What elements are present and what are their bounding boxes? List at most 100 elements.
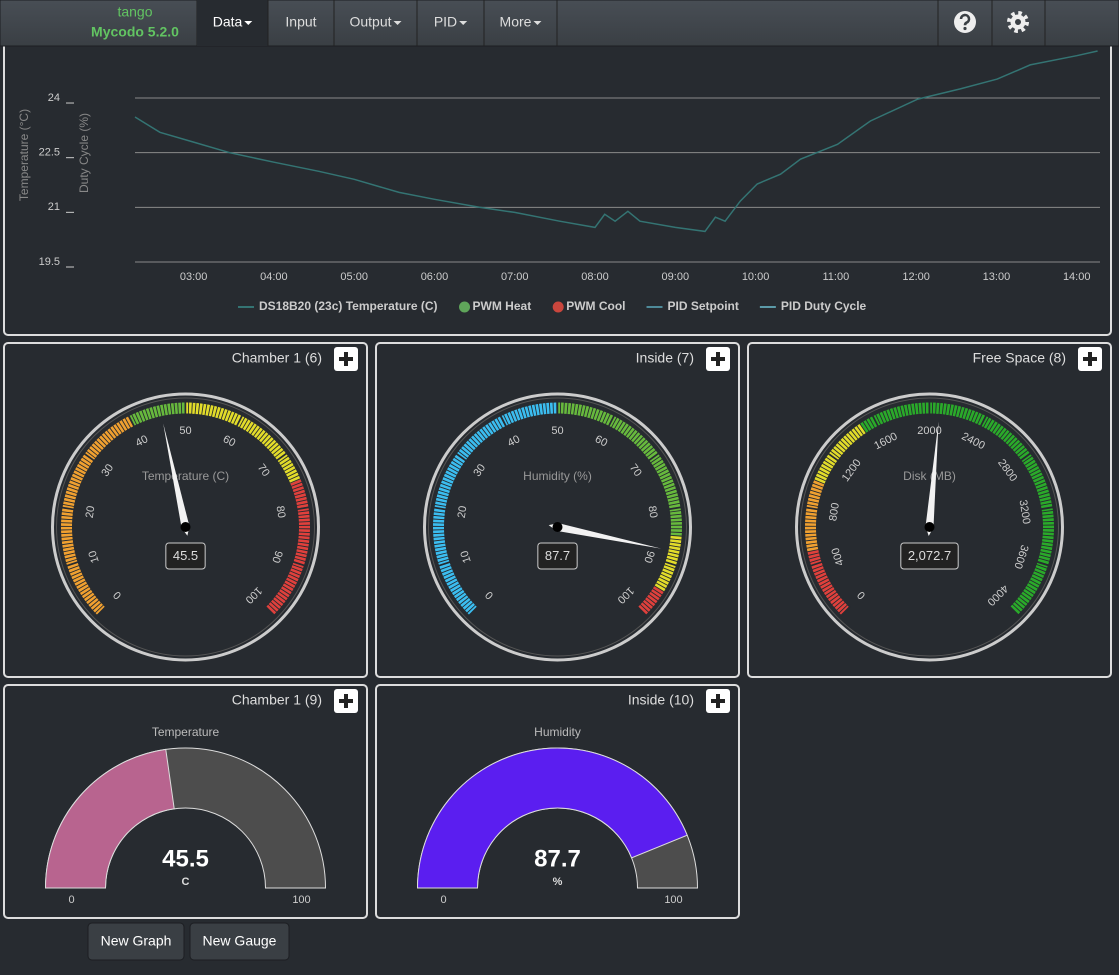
- nav-item[interactable]: More: [500, 0, 558, 46]
- gauge-tick-label: 10: [87, 549, 102, 564]
- x-tick-label: 09:00: [662, 271, 690, 283]
- gauge-title: Chamber 1 (9): [232, 692, 322, 708]
- gauge-tick: [1040, 506, 1055, 511]
- gauge-tick-label: 70: [627, 462, 644, 479]
- gauge-title: Chamber 1 (6): [232, 350, 322, 366]
- legend-item[interactable]: PWM Cool: [552, 299, 626, 313]
- caret: [459, 21, 468, 25]
- gauge-tick: [607, 414, 616, 428]
- gauge-tick-label: 80: [646, 505, 660, 519]
- button-bg: [87, 922, 185, 961]
- button-label: New Graph: [101, 933, 172, 949]
- gauge-value: 45.5: [162, 845, 209, 872]
- gauge-tick: [804, 506, 819, 511]
- gauge-tick: [647, 452, 660, 462]
- gauge-tick: [809, 560, 824, 567]
- brand-name[interactable]: tango: [117, 4, 152, 20]
- brand-version[interactable]: Mycodo 5.2.0: [91, 24, 179, 40]
- plus-icon: [711, 694, 725, 708]
- gauge-units: Humidity (%): [523, 469, 592, 483]
- legend-item[interactable]: PID Duty Cycle: [759, 299, 867, 313]
- add-button[interactable]: [706, 347, 730, 371]
- gauge-tick: [60, 506, 75, 511]
- value-box: [165, 542, 206, 570]
- value-display: 87.7: [545, 548, 570, 563]
- legend-label: PWM Heat: [473, 299, 532, 313]
- gauge-tick-label: 70: [255, 462, 272, 479]
- value-display: 45.5: [173, 548, 198, 563]
- gauge-tick: [275, 452, 288, 462]
- gauge-tick-label: 3200: [1017, 499, 1033, 525]
- x-tick-label: 14:00: [1063, 271, 1091, 283]
- gauge-tick: [668, 506, 683, 511]
- nav-label: PID: [434, 14, 457, 30]
- gauge-tick-label: 2000: [917, 425, 941, 437]
- legend-label: DS18B20 (23c) Temperature (C): [259, 299, 438, 313]
- gauge-tick-label: 30: [471, 462, 488, 479]
- value-box: [900, 542, 959, 570]
- gauge-tick-label: 60: [593, 433, 609, 449]
- gauge-inner-ring: [428, 397, 687, 657]
- gauge-tick: [437, 560, 452, 567]
- nav-label: More: [500, 14, 532, 30]
- nav-item[interactable]: Data: [197, 0, 269, 46]
- legend-marker: [459, 301, 471, 313]
- nav-label: Output: [349, 14, 391, 30]
- add-button[interactable]: [334, 689, 358, 713]
- gauge-tick: [499, 414, 508, 428]
- needle-hub: [924, 522, 935, 532]
- nav-item[interactable]: Output: [349, 0, 418, 46]
- gauge-band: [433, 402, 558, 616]
- x-tick-label: 11:00: [823, 271, 850, 283]
- gauge-tick: [871, 414, 880, 428]
- y2-axis-title: Duty Cycle (%): [77, 113, 91, 193]
- button-bg: [189, 922, 290, 961]
- action-button[interactable]: New Graph: [87, 922, 185, 961]
- gauge-tick-label: 80: [274, 505, 288, 519]
- legend-label: PWM Cool: [566, 299, 625, 313]
- gauge-tick: [127, 414, 136, 428]
- x-tick-label: 04:00: [260, 271, 288, 283]
- settings-icon[interactable]: [1007, 11, 1029, 33]
- nav-label: Input: [285, 14, 316, 30]
- legend-item[interactable]: DS18B20 (23c) Temperature (C): [238, 299, 438, 313]
- navbar: [0, 0, 1119, 47]
- legend-marker: [552, 301, 564, 313]
- add-button[interactable]: [334, 347, 358, 371]
- nav-item[interactable]: PID: [434, 0, 485, 46]
- action-button[interactable]: New Gauge: [189, 922, 290, 961]
- gauge-tick-label: 90: [269, 549, 284, 564]
- x-tick-label: 05:00: [340, 271, 368, 283]
- gauge-band: [637, 586, 664, 616]
- gauge-band: [557, 402, 682, 537]
- add-button[interactable]: [706, 689, 730, 713]
- gauge-tick-label: 800: [827, 502, 842, 522]
- help-icon[interactable]: [954, 11, 976, 33]
- gauge-tick: [264, 605, 276, 617]
- gauge-label: Temperature: [152, 725, 220, 739]
- gauge-tick-label: 30: [99, 462, 116, 479]
- gear-hole: [1015, 19, 1021, 25]
- gauge-band: [805, 479, 825, 552]
- nav-item[interactable]: Input: [285, 0, 335, 46]
- plus-icon: [1083, 352, 1097, 366]
- legend-item[interactable]: PWM Heat: [459, 299, 531, 313]
- gauge-tick: [1019, 452, 1032, 462]
- legend-label: PID Setpoint: [668, 299, 739, 313]
- value-display: 2,072.7: [908, 548, 951, 563]
- gauge-tick: [296, 506, 311, 511]
- nav-active-bg: [197, 0, 268, 46]
- gauge-inner-ring: [56, 397, 315, 657]
- gauge-tick: [1008, 605, 1020, 617]
- gauge-title: Inside (10): [628, 692, 694, 708]
- gauge-value-arc: [44, 748, 175, 889]
- gauge-tick: [235, 414, 244, 428]
- gauge-tick-label: 40: [506, 433, 522, 449]
- gauge-widget: Inside (7)0102030405060708090100Humidity…: [375, 342, 740, 678]
- legend-item[interactable]: PID Setpoint: [646, 299, 739, 313]
- gauge-tick: [827, 452, 840, 462]
- add-button[interactable]: [1078, 347, 1102, 371]
- plus-icon: [339, 694, 353, 708]
- gauge-band: [807, 549, 850, 616]
- gear-teeth: [1007, 11, 1029, 33]
